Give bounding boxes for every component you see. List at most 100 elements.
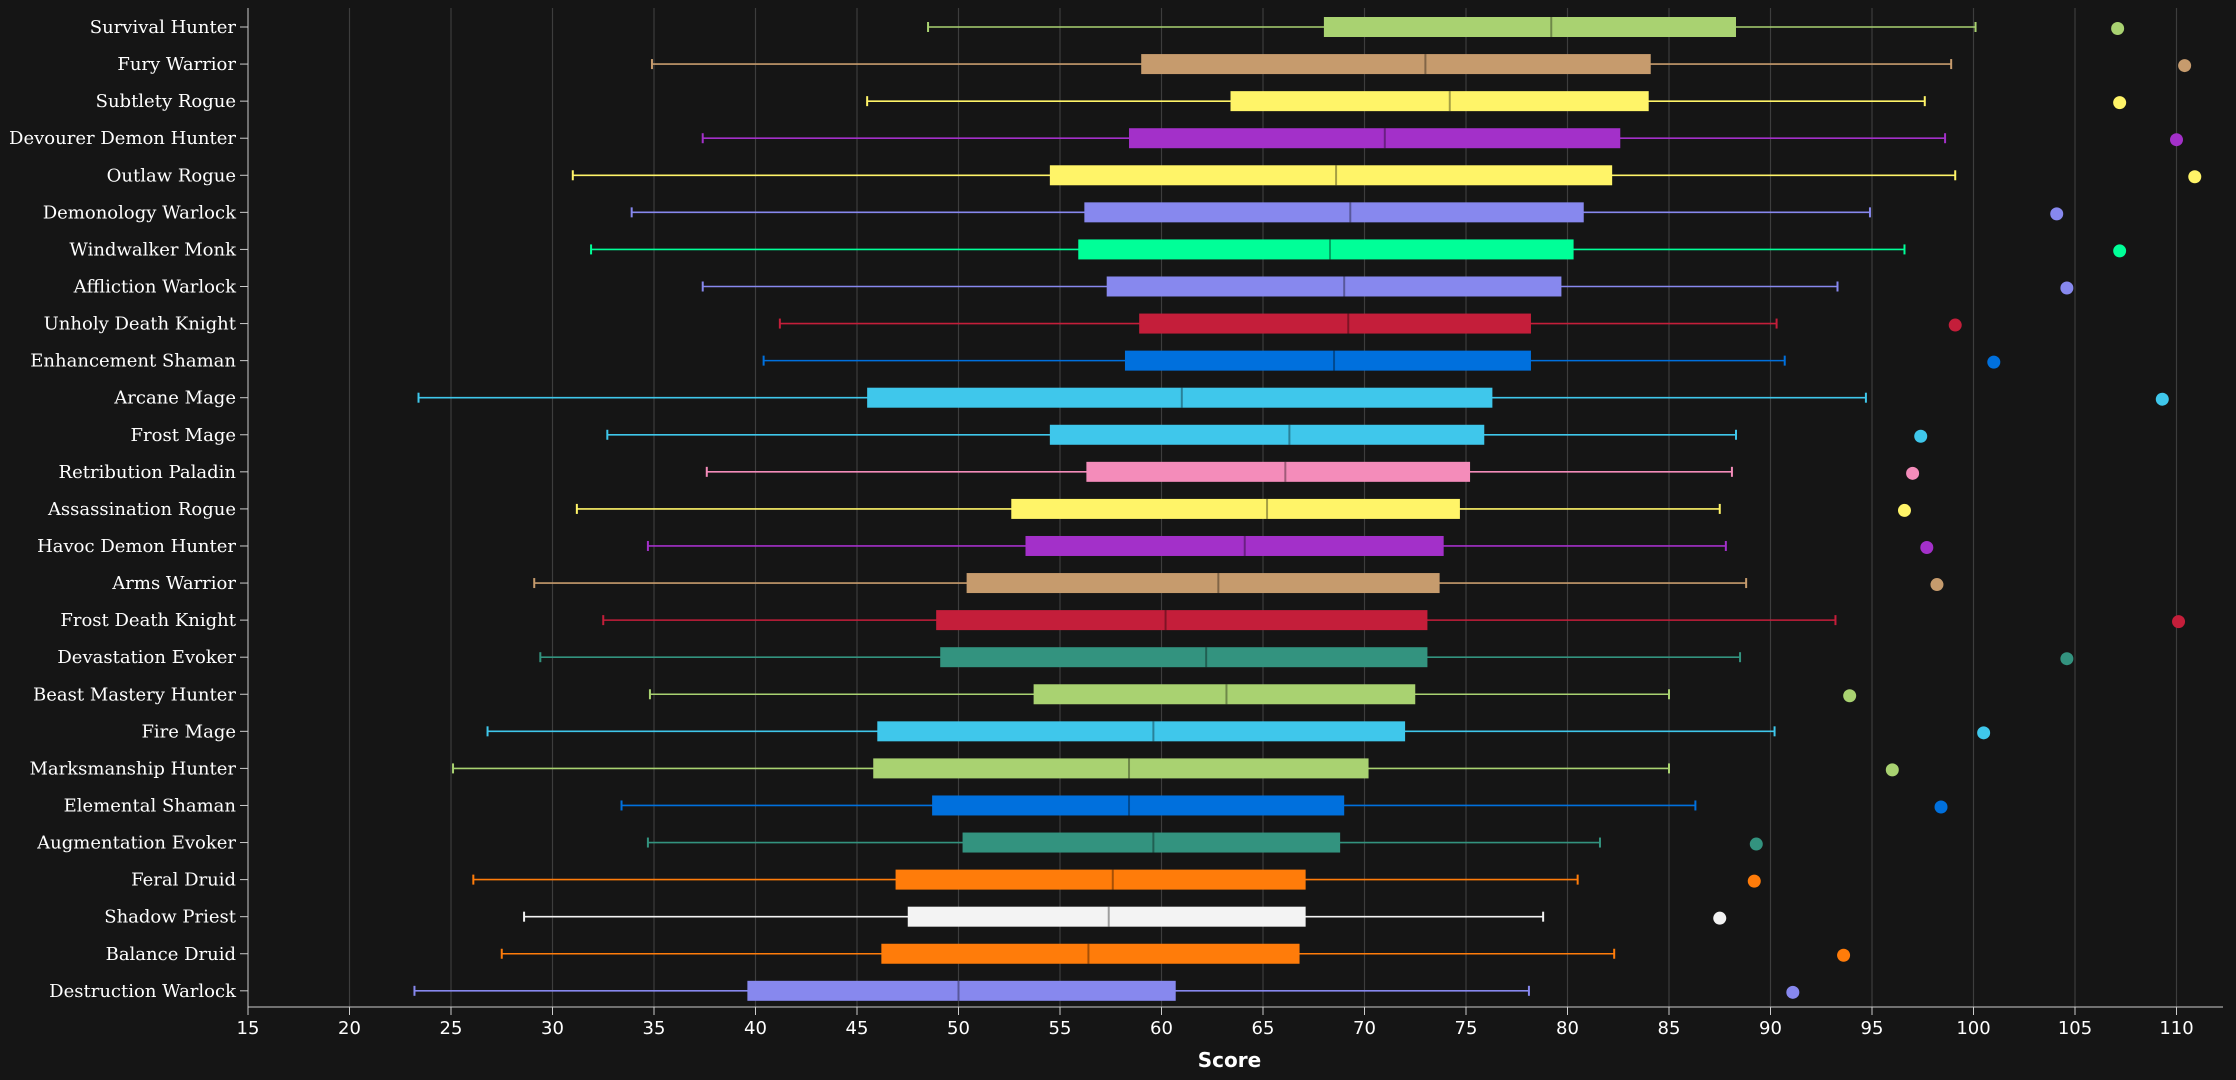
category-label-marksmanship-hunter: Marksmanship Hunter	[29, 758, 236, 779]
x-axis-title: Score	[1198, 1048, 1261, 1072]
outlier-point	[2111, 22, 2125, 35]
outlier-point	[1987, 355, 2001, 369]
x-tick-label-30: 30	[541, 1018, 564, 1039]
outlier-point	[1843, 689, 1857, 703]
category-label-demonology-warlock: Demonology Warlock	[43, 202, 237, 223]
iqr-box	[940, 647, 1428, 668]
box-row-marksmanship-hunter	[452, 758, 1899, 779]
x-tick-label-90: 90	[1759, 1018, 1782, 1039]
category-label-fire-mage: Fire Mage	[141, 721, 236, 742]
box-row-devourer-demon-hunter	[701, 128, 2183, 149]
x-tick-label-40: 40	[744, 1018, 767, 1039]
category-label-windwalker-monk: Windwalker Monk	[69, 239, 237, 260]
iqr-box	[966, 573, 1440, 594]
iqr-box	[867, 387, 1493, 408]
box-row-retribution-paladin	[705, 461, 1920, 482]
iqr-box	[1124, 350, 1531, 371]
category-label-havoc-demon-hunter: Havoc Demon Hunter	[37, 536, 236, 557]
box-row-arcane-mage	[417, 387, 2169, 408]
category-label-fury-warrior: Fury Warrior	[117, 54, 236, 75]
iqr-box	[1025, 535, 1444, 556]
iqr-box	[747, 980, 1176, 1001]
iqr-box	[895, 869, 1306, 890]
outlier-point	[1930, 578, 1944, 592]
x-tick-label-95: 95	[1861, 1018, 1884, 1039]
x-tick-label-60: 60	[1150, 1018, 1173, 1039]
x-tick-label-70: 70	[1353, 1018, 1376, 1039]
x-tick-label-85: 85	[1658, 1018, 1681, 1039]
x-tick-label-50: 50	[947, 1018, 970, 1039]
category-label-unholy-death-knight: Unholy Death Knight	[44, 314, 237, 335]
axes	[247, 8, 2223, 1008]
category-label-augmentation-evoker: Augmentation Evoker	[36, 833, 236, 854]
outlier-point	[1749, 837, 1763, 851]
outlier-point	[1920, 540, 1934, 554]
outlier-point	[2060, 652, 2074, 666]
iqr-box	[877, 721, 1406, 742]
x-tick-label-80: 80	[1556, 1018, 1579, 1039]
outlier-point	[1713, 911, 1727, 925]
box-row-frost-mage	[606, 424, 1928, 445]
outlier-point	[2178, 59, 2192, 73]
box-row-survival-hunter	[927, 17, 2125, 37]
category-label-elemental-shaman: Elemental Shaman	[64, 795, 237, 816]
category-label-devastation-evoker: Devastation Evoker	[57, 647, 236, 668]
box-row-arms-warrior	[533, 573, 1944, 594]
iqr-box	[1049, 165, 1613, 186]
category-label-survival-hunter: Survival Hunter	[90, 17, 237, 38]
category-label-devourer-demon-hunter: Devourer Demon Hunter	[9, 128, 236, 149]
iqr-box	[1086, 461, 1471, 482]
iqr-box	[1106, 276, 1562, 297]
box-row-balance-druid	[500, 943, 1851, 964]
category-label-assassination-rogue: Assassination Rogue	[47, 499, 236, 520]
x-tick-label-20: 20	[338, 1018, 361, 1039]
box-row-fury-warrior	[650, 54, 2192, 75]
category-label-arcane-mage: Arcane Mage	[113, 388, 236, 409]
outlier-point	[2113, 244, 2127, 258]
box-row-feral-druid	[472, 869, 1761, 890]
box-row-assassination-rogue	[575, 498, 1911, 519]
category-label-feral-druid: Feral Druid	[131, 870, 236, 891]
box-row-beast-mastery-hunter	[648, 684, 1857, 705]
outlier-point	[2050, 207, 2064, 221]
outlier-point	[2113, 96, 2127, 110]
x-tick-label-65: 65	[1252, 1018, 1275, 1039]
x-tick-label-75: 75	[1455, 1018, 1478, 1039]
category-label-affliction-warlock: Affliction Warlock	[73, 276, 237, 297]
category-label-balance-druid: Balance Druid	[106, 944, 236, 965]
category-label-retribution-paladin: Retribution Paladin	[59, 462, 237, 483]
iqr-box	[873, 758, 1369, 779]
box-row-elemental-shaman	[620, 795, 1948, 816]
outlier-point	[2188, 170, 2202, 184]
box-row-havoc-demon-hunter	[646, 535, 1934, 556]
x-tick-label-45: 45	[846, 1018, 869, 1039]
iqr-box	[1139, 313, 1531, 334]
category-label-arms-warrior: Arms Warrior	[111, 573, 236, 594]
box-row-outlaw-rogue	[571, 165, 2202, 186]
box-row-demonology-warlock	[630, 202, 2064, 223]
outlier-point	[2155, 392, 2169, 406]
outlier-point	[1897, 503, 1911, 517]
box-series	[413, 17, 2202, 1001]
x-tick-label-100: 100	[1956, 1018, 1990, 1039]
iqr-box	[1033, 684, 1416, 705]
outlier-point	[2172, 615, 2186, 629]
iqr-box	[1084, 202, 1584, 223]
category-label-frost-death-knight: Frost Death Knight	[60, 610, 236, 631]
outlier-point	[1786, 985, 1800, 999]
category-label-outlaw-rogue: Outlaw Rogue	[107, 165, 236, 186]
category-label-enhancement-shaman: Enhancement Shaman	[30, 351, 236, 372]
x-tick-label-55: 55	[1049, 1018, 1072, 1039]
box-row-unholy-death-knight	[778, 313, 1962, 334]
category-label-frost-mage: Frost Mage	[131, 425, 236, 446]
box-row-affliction-warlock	[701, 276, 2074, 297]
box-row-windwalker-monk	[590, 239, 2127, 260]
iqr-box	[907, 906, 1306, 927]
outlier-point	[1948, 318, 1962, 332]
iqr-box	[1078, 239, 1574, 260]
iqr-box	[932, 795, 1345, 816]
box-row-enhancement-shaman	[762, 350, 2001, 371]
outlier-point	[1885, 763, 1899, 777]
iqr-box	[1323, 17, 1736, 37]
outlier-point	[2170, 133, 2183, 147]
